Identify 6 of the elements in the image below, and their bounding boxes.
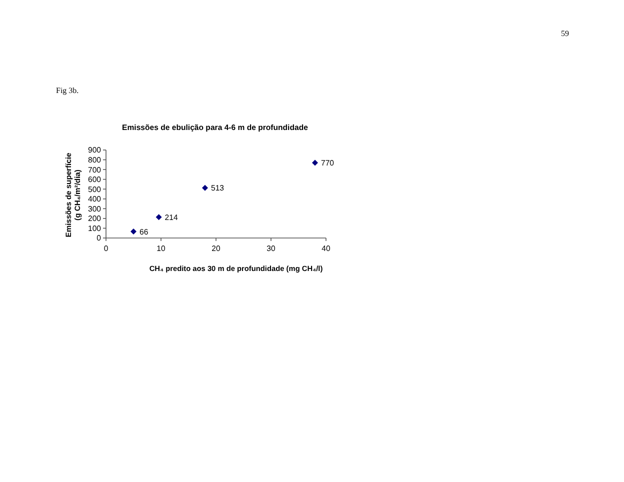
text: 59: [561, 29, 569, 38]
point: [130, 228, 136, 235]
point: [312, 160, 318, 166]
point: [202, 184, 208, 191]
point: [156, 214, 162, 220]
caption: Fig 3b.: [56, 86, 79, 95]
